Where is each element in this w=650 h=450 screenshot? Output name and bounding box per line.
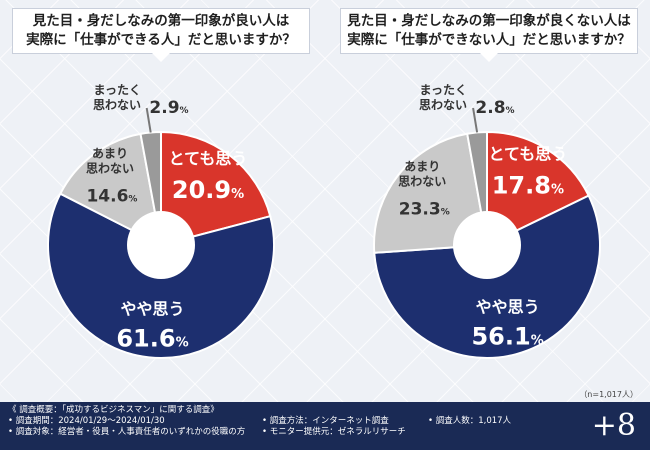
leader-line-mattaku bbox=[472, 107, 479, 133]
sample-size-note: （n=1,017人） bbox=[579, 390, 638, 399]
label-mattaku: まったく思わない bbox=[93, 83, 141, 112]
question-right-line-1: 見た目・身だしなみの第一印象が良くない人は bbox=[347, 13, 631, 29]
footer-count: • 調査人数：1,017人 bbox=[428, 416, 512, 426]
footer-method: • 調査方法：インターネット調査 bbox=[262, 416, 389, 426]
donut-hole bbox=[453, 211, 521, 279]
question-left-line-2: 実際に「仕事ができる人」だと思いますか？ bbox=[26, 32, 296, 48]
question-right: 見た目・身だしなみの第一印象が良くない人は 実際に「仕事ができない人」だと思いま… bbox=[340, 8, 638, 62]
value-amari: 14.6% bbox=[86, 186, 137, 206]
value-mattaku: 2.9% bbox=[149, 98, 188, 118]
slice-amari bbox=[373, 132, 489, 254]
question-left: 見た目・身だしなみの第一印象が良い人は 実際に「仕事ができる人」だと思いますか？ bbox=[12, 8, 310, 62]
label-totemo: とても思う bbox=[169, 149, 248, 168]
slice-totemo bbox=[486, 130, 590, 247]
label-amari: あまり思わない bbox=[398, 160, 446, 189]
donut-chart-1: とても思う 20.9% やや思う 61.6% あまり思わない 14.6% まったく思わない 2… bbox=[47, 83, 275, 359]
label-yaya: やや思う bbox=[476, 297, 540, 316]
donut-hole bbox=[127, 211, 195, 279]
label-mattaku: まったく思わない bbox=[419, 83, 467, 112]
value-yaya: 61.6% bbox=[116, 325, 188, 353]
value-totemo: 17.8% bbox=[492, 172, 564, 200]
question-right-line-2: 実際に「仕事ができない人」だと思いますか？ bbox=[347, 32, 631, 48]
label-amari: あまり思わない bbox=[86, 146, 134, 175]
value-mattaku: 2.8% bbox=[475, 98, 514, 118]
label-yaya: やや思う bbox=[120, 300, 184, 319]
donut-charts: とても思う 20.9% やや思う 61.6% あまり思わない 14.6% まったく思わない 2… bbox=[47, 83, 601, 360]
value-totemo: 20.9% bbox=[172, 176, 244, 204]
leader-line-mattaku bbox=[145, 107, 152, 133]
footer-target: • 調査対象：経営者・役員・人事責任者のいずれかの役職の方 bbox=[8, 427, 246, 437]
slice-totemo bbox=[160, 130, 272, 247]
value-yaya: 56.1% bbox=[471, 322, 543, 350]
question-left-line-1: 見た目・身だしなみの第一印象が良い人は bbox=[32, 13, 290, 29]
label-totemo: とても思う bbox=[488, 145, 567, 164]
footer-summary: 《 調査概要：「成功するビジネスマン」に関する調査》 bbox=[8, 405, 219, 415]
donut-chart-2: とても思う 17.8% やや思う 56.1% あまり思わない 23.3% まったく思わない 2… bbox=[373, 83, 601, 360]
brand-logo: +8 bbox=[591, 408, 636, 443]
slice-amari bbox=[58, 132, 163, 247]
value-amari: 23.3% bbox=[399, 200, 450, 220]
footer-provider: • モニター提供元：ゼネラルリサーチ bbox=[262, 427, 406, 437]
footer: 《 調査概要：「成功するビジネスマン」に関する調査》 • 調査期間：2024/0… bbox=[0, 402, 650, 450]
footer-period: • 調査期間：2024/01/29～2024/01/30 bbox=[8, 416, 165, 426]
